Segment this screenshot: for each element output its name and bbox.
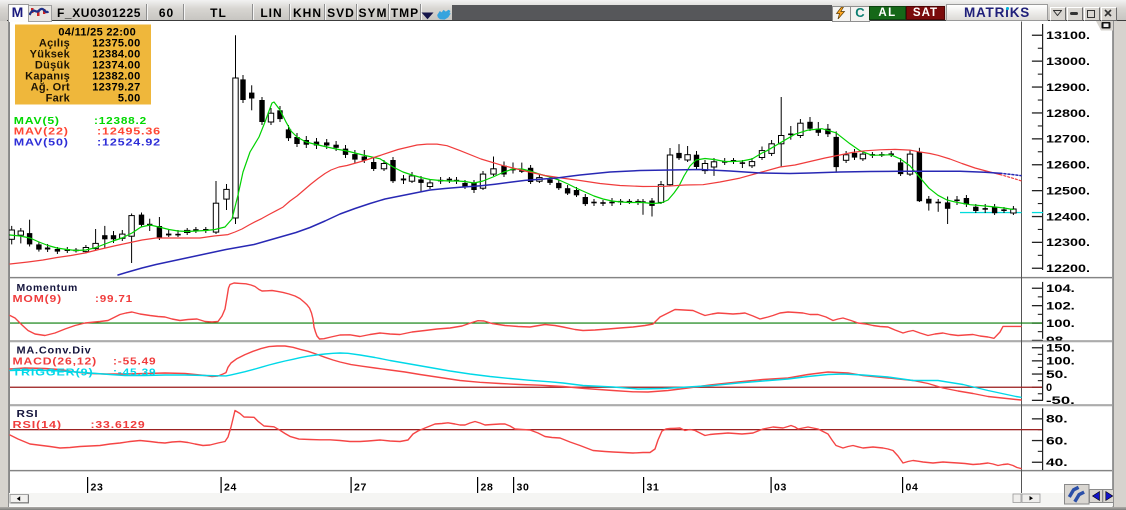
svg-text:MAV(5): MAV(5) (14, 115, 60, 127)
svg-text:04: 04 (906, 482, 919, 494)
svg-text:12800.: 12800. (1046, 108, 1090, 120)
svg-text:04/11/25 22:00: 04/11/25 22:00 (58, 27, 136, 39)
svg-text:12374.00: 12374.00 (92, 60, 140, 72)
svg-text:100.: 100. (1046, 356, 1075, 368)
svg-text:12382.00: 12382.00 (92, 71, 140, 83)
svg-text:13100.: 13100. (1046, 30, 1090, 42)
svg-text:Fark: Fark (46, 93, 71, 105)
svg-text::12524.92: :12524.92 (97, 136, 161, 148)
svg-text:TRIGGER(9): TRIGGER(9) (13, 368, 94, 379)
svg-text:MA.Conv.Div: MA.Conv.Div (17, 346, 92, 357)
svg-text:24: 24 (224, 482, 237, 494)
svg-text:13000.: 13000. (1046, 56, 1090, 68)
svg-text:12200.: 12200. (1046, 263, 1090, 275)
svg-text:MOM(9): MOM(9) (13, 294, 63, 305)
svg-text:102.: 102. (1046, 300, 1075, 312)
svg-text:12500.: 12500. (1046, 185, 1090, 197)
svg-text:Yüksek: Yüksek (30, 49, 71, 61)
svg-text:RSI: RSI (17, 409, 39, 420)
svg-text:150.: 150. (1046, 343, 1075, 355)
svg-text:98.: 98. (1046, 335, 1068, 347)
svg-text:MAV(22): MAV(22) (14, 126, 69, 138)
svg-text:100.: 100. (1046, 318, 1075, 330)
svg-text:Momentum: Momentum (17, 283, 79, 294)
svg-text:12379.27: 12379.27 (92, 82, 140, 94)
svg-text:23: 23 (91, 482, 104, 494)
svg-text:80.: 80. (1046, 414, 1068, 426)
svg-text:12700.: 12700. (1046, 134, 1090, 146)
svg-text:50.: 50. (1046, 369, 1068, 381)
svg-text:60.: 60. (1046, 435, 1068, 447)
svg-text:12384.00: 12384.00 (92, 49, 140, 61)
svg-text:27: 27 (354, 482, 367, 494)
svg-text:5.00: 5.00 (118, 93, 141, 105)
svg-text:Düşük: Düşük (35, 60, 71, 72)
svg-text:30: 30 (517, 482, 530, 494)
svg-text::12495.36: :12495.36 (97, 126, 161, 138)
svg-text::-55.49: :-55.49 (113, 357, 157, 368)
svg-text:Açılış: Açılış (39, 38, 70, 50)
svg-text:Kapanış: Kapanış (25, 71, 70, 83)
svg-text::33.6129: :33.6129 (91, 420, 146, 431)
svg-text:0: 0 (1046, 382, 1052, 394)
svg-text:28: 28 (481, 482, 494, 494)
svg-text:-50.: -50. (1046, 395, 1075, 407)
svg-text:Ağ. Ort: Ağ. Ort (31, 82, 70, 94)
svg-text:MAV(50): MAV(50) (14, 136, 69, 148)
svg-text:03: 03 (774, 482, 787, 494)
svg-text::12388.2: :12388.2 (94, 115, 147, 127)
svg-text:40.: 40. (1046, 457, 1068, 469)
svg-text:31: 31 (647, 482, 660, 494)
svg-text:12375.00: 12375.00 (92, 38, 140, 50)
svg-text:12300.: 12300. (1046, 237, 1090, 249)
svg-text::99.71: :99.71 (95, 294, 133, 305)
svg-text:MACD(26,12): MACD(26,12) (13, 357, 98, 368)
svg-text:RSI(14): RSI(14) (13, 420, 63, 431)
svg-text::-45.39: :-45.39 (113, 368, 157, 379)
svg-text:104.: 104. (1046, 283, 1075, 295)
svg-text:12900.: 12900. (1046, 82, 1090, 94)
svg-text:12600.: 12600. (1046, 160, 1090, 172)
svg-text:12400.: 12400. (1046, 211, 1090, 223)
